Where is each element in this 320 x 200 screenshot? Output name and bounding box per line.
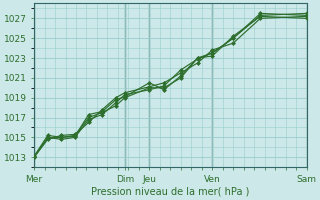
X-axis label: Pression niveau de la mer( hPa ): Pression niveau de la mer( hPa ) xyxy=(91,187,250,197)
